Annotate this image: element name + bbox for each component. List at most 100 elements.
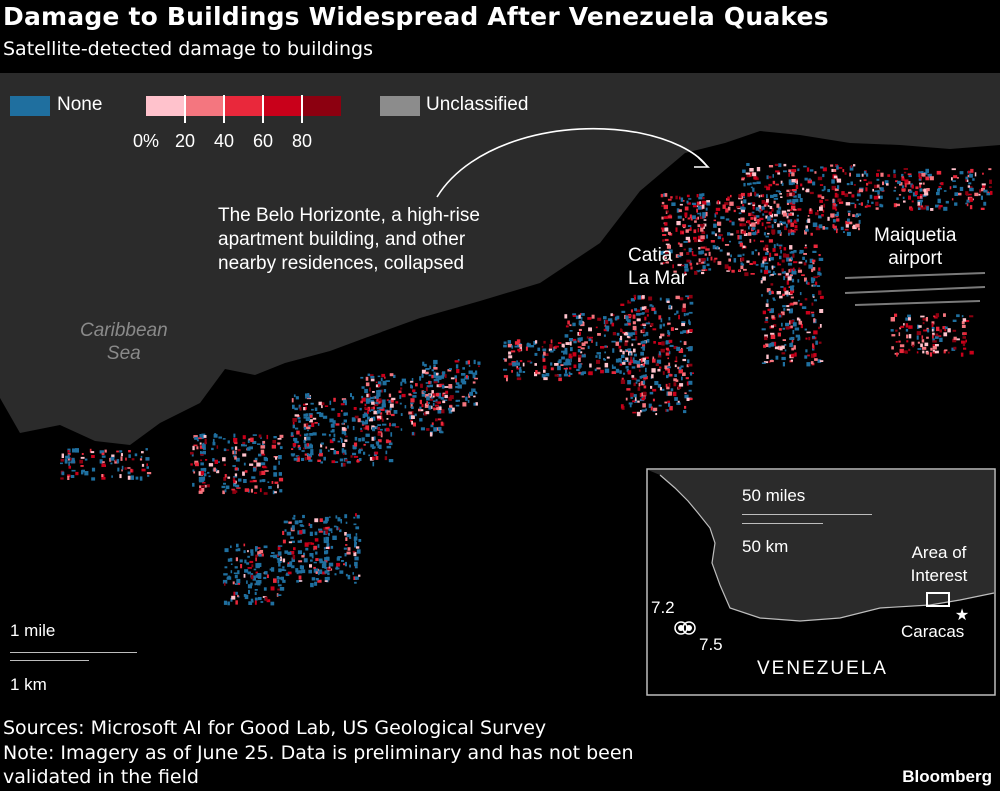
building-footprint: [235, 457, 240, 462]
building-footprint: [809, 191, 814, 195]
building-footprint: [317, 544, 320, 548]
building-footprint: [792, 322, 797, 327]
building-footprint: [344, 561, 347, 567]
building-footprint: [200, 470, 204, 476]
building-footprint: [783, 287, 787, 292]
building-footprint: [701, 269, 706, 271]
building-footprint: [71, 469, 76, 472]
building-footprint: [615, 358, 620, 363]
building-footprint: [919, 182, 923, 185]
building-footprint: [84, 471, 89, 476]
building-footprint: [818, 341, 822, 344]
building-footprint: [260, 453, 266, 456]
building-footprint: [836, 178, 842, 183]
building-footprint: [771, 229, 776, 234]
building-footprint: [345, 435, 348, 438]
building-footprint: [791, 278, 795, 283]
building-footprint: [588, 337, 592, 342]
building-footprint: [298, 447, 301, 451]
building-footprint: [721, 237, 724, 242]
building-footprint: [227, 558, 230, 562]
building-footprint: [692, 254, 697, 257]
building-footprint: [920, 195, 922, 199]
building-footprint: [384, 456, 388, 461]
building-footprint: [697, 212, 700, 215]
epicenter-icon: [686, 625, 692, 631]
building-footprint: [570, 347, 573, 352]
building-footprint: [612, 348, 615, 353]
building-footprint: [779, 220, 782, 224]
building-footprint: [277, 545, 281, 551]
building-footprint: [235, 548, 238, 552]
building-footprint: [380, 389, 383, 393]
building-footprint: [337, 556, 342, 558]
building-footprint: [918, 325, 922, 328]
building-footprint: [861, 173, 864, 177]
building-footprint: [372, 461, 375, 467]
building-footprint: [724, 264, 729, 269]
building-footprint: [818, 326, 821, 330]
building-footprint: [377, 375, 381, 378]
building-footprint: [519, 346, 522, 351]
building-footprint: [907, 173, 912, 176]
legend-ramp-step: [302, 96, 341, 116]
building-footprint: [306, 453, 309, 456]
building-footprint: [354, 556, 359, 561]
building-footprint: [270, 601, 275, 606]
building-footprint: [642, 329, 645, 333]
building-footprint: [597, 333, 601, 336]
building-footprint: [631, 366, 636, 369]
building-footprint: [235, 557, 238, 562]
building-footprint: [834, 213, 839, 217]
building-footprint: [290, 432, 294, 437]
building-footprint: [344, 514, 348, 519]
building-footprint: [773, 219, 777, 223]
building-footprint: [250, 552, 254, 556]
building-footprint: [327, 449, 330, 452]
building-footprint: [438, 406, 442, 410]
building-footprint: [233, 482, 237, 487]
building-footprint: [262, 596, 267, 598]
building-footprint: [102, 461, 105, 464]
building-footprint: [700, 197, 705, 200]
building-footprint: [729, 201, 734, 206]
building-footprint: [467, 400, 470, 403]
building-footprint: [663, 216, 669, 219]
building-footprint: [437, 409, 442, 414]
building-footprint: [579, 331, 581, 336]
building-footprint: [273, 472, 278, 477]
building-footprint: [690, 266, 693, 270]
building-footprint: [834, 192, 838, 197]
building-footprint: [908, 348, 911, 352]
building-footprint: [643, 334, 647, 337]
building-footprint: [736, 205, 741, 209]
building-footprint: [818, 254, 821, 257]
building-footprint: [386, 418, 389, 420]
building-footprint: [806, 362, 811, 367]
building-footprint: [345, 537, 348, 541]
building-footprint: [455, 390, 460, 393]
building-footprint: [666, 210, 669, 213]
building-footprint: [518, 369, 522, 373]
building-footprint: [399, 395, 402, 399]
building-footprint: [296, 580, 299, 583]
building-footprint: [198, 437, 203, 440]
building-footprint: [374, 426, 378, 430]
building-footprint: [750, 217, 754, 220]
building-footprint: [605, 325, 610, 330]
building-footprint: [921, 171, 924, 174]
building-footprint: [792, 208, 797, 211]
building-footprint: [473, 388, 476, 392]
building-footprint: [702, 265, 706, 269]
building-footprint: [330, 423, 335, 428]
building-footprint: [764, 201, 769, 206]
building-footprint: [853, 184, 856, 186]
building-footprint: [938, 205, 941, 210]
building-footprint: [568, 371, 571, 375]
annotation-line: apartment building, and other: [218, 229, 466, 250]
building-footprint: [810, 277, 816, 282]
building-footprint: [626, 388, 631, 391]
building-footprint: [230, 597, 233, 602]
building-footprint: [844, 228, 849, 231]
building-footprint: [725, 218, 730, 221]
